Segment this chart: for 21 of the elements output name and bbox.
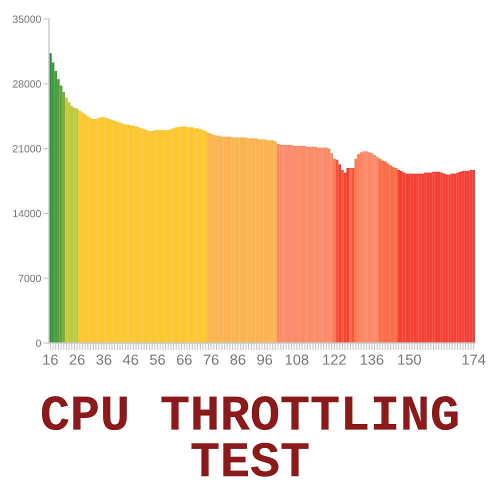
x-tick-label: 26	[70, 354, 85, 365]
text: CPU THROTTLING TEST	[42, 396, 458, 477]
x-tick-label: 122	[323, 354, 346, 365]
x-tick-label: 96	[257, 354, 272, 365]
y-tick-label: 28000	[12, 80, 41, 88]
y-tick-label: 35000	[12, 16, 41, 23]
x-tick-label: 46	[122, 354, 138, 365]
y-tick-label: 21000	[12, 145, 41, 152]
x-tick-label: 174	[462, 354, 486, 365]
x-tick-label: 16	[43, 354, 58, 365]
x-tick-label: 66	[176, 354, 192, 365]
y-tick-label: 14000	[13, 210, 41, 218]
x-tick-label: 56	[150, 354, 165, 365]
x-tick-label: 86	[230, 354, 246, 365]
x-tick-label: 36	[96, 354, 112, 365]
x-tick-label: 76	[204, 354, 219, 365]
y-tick-label: 7000	[18, 274, 41, 282]
x-tick-label: 136	[360, 354, 384, 365]
x-tick-label: 108	[286, 354, 308, 365]
x-tick-label: 150	[398, 354, 421, 365]
y-tick-label: 0	[36, 340, 41, 347]
